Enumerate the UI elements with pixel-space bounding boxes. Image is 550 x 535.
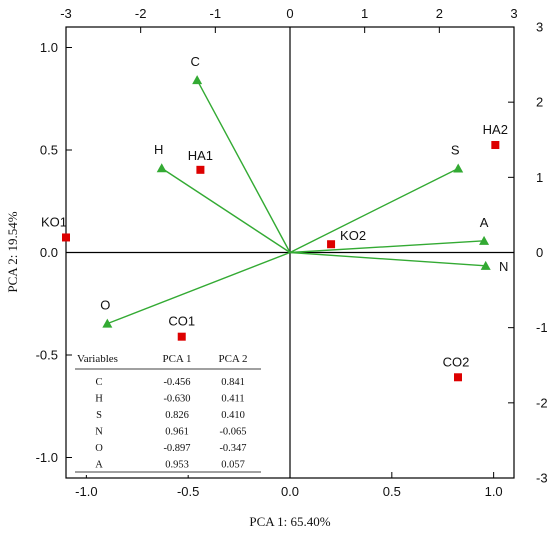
top-tick-label: -3 (60, 6, 72, 21)
sample-marker (454, 373, 462, 382)
variable-marker (479, 235, 490, 245)
variable-label: A (480, 215, 489, 230)
y-tick-label: 0.0 (40, 245, 58, 260)
table-cell-pca1: 0.961 (165, 427, 189, 438)
x-tick-label: -0.5 (177, 484, 199, 499)
loading-vectors (107, 79, 486, 325)
table-header-cell: Variables (77, 353, 118, 365)
loading-vector (289, 251, 486, 267)
right-tick-label: 2 (536, 95, 543, 110)
right-tick-label: 1 (536, 170, 543, 185)
table-cell-pca2: 0.411 (221, 394, 244, 405)
table-cell-variable: A (95, 460, 103, 471)
axes-layer: -1.0 -0.5 0.0 0.5 1.0 1.0 0.5 0.0 -0.5 -1.0 -3 -2 -1… (36, 6, 548, 499)
variable-label: O (100, 298, 110, 313)
sample-label: KO2 (340, 228, 366, 243)
table-header-cell: PCA 2 (218, 353, 247, 365)
right-tick-label: -1 (536, 320, 548, 335)
variable-label: N (499, 259, 508, 274)
sample-marker (62, 233, 70, 242)
table-cell-variable: H (95, 394, 103, 405)
loading-vector (289, 167, 459, 254)
x-tick-label: 0.0 (281, 484, 299, 499)
variable-label: S (451, 142, 460, 157)
right-tick-label: 0 (536, 245, 543, 260)
variable-label: H (154, 142, 163, 157)
table-cell-pca1: 0.826 (165, 410, 189, 421)
sample-label: HA2 (483, 122, 508, 137)
x-tick-label: 0.5 (383, 484, 401, 499)
y-tick-label: -0.5 (36, 348, 58, 363)
table-cell-variable: S (96, 410, 102, 421)
table-cell-variable: O (95, 443, 103, 454)
y-tick-label: 0.5 (40, 143, 58, 158)
variable-marker (480, 260, 491, 270)
x-tick-label: -1.0 (75, 484, 97, 499)
y-axis-title: PCA 2: 19.54% (5, 211, 20, 292)
top-tick-label: -2 (135, 6, 147, 21)
x-tick-label: 1.0 (485, 484, 503, 499)
table-background (73, 345, 263, 475)
loading-vector (161, 167, 291, 254)
sample-marker (327, 240, 336, 249)
top-tick-label: 3 (510, 6, 517, 21)
table-cell-pca2: 0.841 (221, 377, 245, 388)
variable-marker (102, 318, 113, 328)
sample-marker (177, 332, 186, 341)
top-tick-label: 2 (436, 6, 443, 21)
variable-label: C (190, 54, 199, 69)
y-tick-label: 1.0 (40, 40, 58, 55)
table-cell-pca2: 0.410 (221, 410, 245, 421)
sample-label: CO2 (443, 354, 470, 369)
top-tick-label: 1 (361, 6, 368, 21)
table-cell-pca2: 0.057 (221, 460, 245, 471)
loadings-table: Variables PCA 1 PCA 2 C -0.456 0.841 H -0.630 0.… (73, 345, 263, 475)
sample-label: CO1 (168, 314, 195, 329)
x-axis-title: PCA 1: 65.40% (249, 514, 330, 529)
loading-vector (107, 251, 291, 325)
table-cell-pca1: -0.456 (163, 377, 190, 388)
sample-label: HA1 (188, 148, 213, 163)
points-layer: C H S N O A KO1 HA1 HA2 KO2 CO1 CO2 (41, 54, 508, 382)
right-tick-label: -3 (536, 471, 548, 486)
table-cell-variable: N (95, 427, 103, 438)
top-tick-label: 0 (286, 6, 293, 21)
sample-marker (491, 141, 500, 150)
y-tick-label: -1.0 (36, 450, 58, 465)
table-cell-pca2: -0.065 (219, 427, 246, 438)
right-tick-label: -2 (536, 395, 548, 410)
table-cell-variable: C (95, 377, 102, 388)
loading-vector (196, 79, 291, 253)
table-cell-pca1: 0.953 (165, 460, 189, 471)
table-cell-pca1: -0.897 (163, 443, 190, 454)
variable-marker (453, 163, 464, 173)
loading-vector (289, 240, 485, 254)
sample-label: KO1 (41, 214, 67, 229)
variable-marker (156, 163, 167, 173)
variable-marker (192, 75, 203, 85)
top-tick-label: -1 (210, 6, 222, 21)
table-cell-pca1: -0.630 (163, 394, 190, 405)
table-cell-pca2: -0.347 (219, 443, 246, 454)
sample-marker (196, 165, 205, 174)
table-header-cell: PCA 1 (162, 353, 191, 365)
right-tick-label: 3 (536, 20, 543, 35)
